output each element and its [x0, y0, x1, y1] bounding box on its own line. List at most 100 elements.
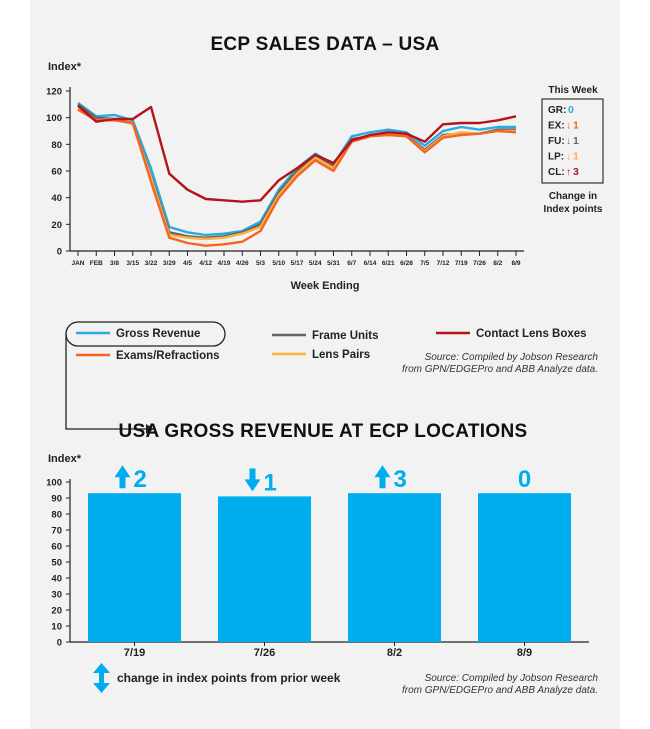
line-x-tick-label: 3/29	[163, 260, 176, 267]
line-x-tick-label: FEB	[90, 260, 103, 267]
bar-category-label: 7/19	[124, 647, 145, 659]
line-x-tick-label: 7/5	[420, 260, 429, 267]
line-x-tick-label: 5/17	[291, 260, 304, 267]
side-box-frame	[541, 98, 604, 184]
bar-y-tick-label: 100	[46, 478, 62, 489]
line-x-tick-label: 4/26	[236, 260, 249, 267]
bar-chart-note: change in index points from prior week	[117, 671, 341, 685]
legend-label: Exams/Refractions	[116, 350, 220, 362]
bar-y-tick-label: 20	[51, 606, 62, 617]
series-line-exams-refractions	[77, 108, 517, 247]
legend-label: Frame Units	[312, 330, 378, 342]
line-y-tick-label: 0	[57, 247, 62, 258]
bar-category-label: 8/9	[517, 647, 532, 659]
bar-y-tick-label: 0	[57, 638, 62, 649]
bar-y-tick-label: 40	[51, 574, 62, 585]
line-chart-ylabel: Index*	[48, 61, 82, 73]
line-x-tick-label: 3/8	[110, 260, 119, 267]
line-chart-source-2: from GPN/EDGEPro and ABB Analyze data.	[402, 364, 598, 375]
line-chart-legend: Gross Revenue Frame Units Lens Pairs Exams/…	[76, 328, 587, 362]
line-chart-title: ECP SALES DATA – USA	[210, 34, 439, 55]
line-chart-axes: 0 20 40 60 80 100 120 JAN FEB 3/8 3/15 3/22 3/29 4/5 4…	[46, 87, 524, 267]
bar-y-tick-label: 80	[51, 510, 62, 521]
side-box-arrow: ↓	[566, 152, 571, 163]
line-x-tick-label: JAN	[71, 260, 84, 267]
side-box-heading: This Week	[548, 85, 598, 96]
bar-change-label: 0	[518, 466, 531, 493]
side-box-code: LP:	[548, 152, 564, 163]
line-x-tick-label: 4/19	[218, 260, 231, 267]
side-box-value: 1	[573, 135, 579, 147]
bar-chart-bars: 7/19 2 7/26 1 8/2 3 8/9 0	[88, 465, 571, 659]
bar-y-tick-label: 50	[51, 558, 62, 569]
bar-y-tick-label: 60	[51, 542, 62, 553]
side-box-footer-1: Change in	[549, 191, 597, 202]
side-box-code: GR:	[548, 105, 566, 116]
line-x-tick-label: 7/12	[437, 260, 450, 267]
line-x-tick-label: 4/12	[199, 260, 212, 267]
line-x-tick-label: 3/15	[126, 260, 139, 267]
line-chart-xlabel: Week Ending	[291, 280, 360, 292]
bar-chart-ylabel: Index*	[48, 453, 82, 465]
side-box-value: 1	[573, 120, 579, 132]
series-line-contact-lens-boxes	[77, 104, 517, 203]
side-box-value: 1	[573, 151, 579, 163]
line-x-tick-label: 5/24	[309, 260, 322, 267]
bar-chart-title: USA GROSS REVENUE AT ECP LOCATIONS	[119, 421, 528, 442]
line-x-tick-label: 8/9	[511, 260, 520, 267]
bar-y-tick-label: 30	[51, 590, 62, 601]
bar-change-label: 2	[134, 466, 147, 493]
bar-chart-source-2: from GPN/EDGEPro and ABB Analyze data.	[402, 685, 598, 696]
line-x-tick-label: 6/7	[347, 260, 356, 267]
side-box-footer-2: Index points	[544, 204, 603, 215]
line-y-tick-label: 80	[51, 140, 62, 151]
line-x-tick-label: 6/28	[400, 260, 413, 267]
side-box-value: 3	[573, 166, 579, 178]
line-y-tick-label: 100	[46, 113, 62, 124]
bar-category-label: 7/26	[254, 647, 275, 659]
bar-change-label: 3	[394, 466, 407, 493]
up-arrow-icon	[374, 465, 391, 489]
line-x-tick-label: 5/3	[256, 260, 265, 267]
line-x-tick-label: 5/10	[272, 260, 285, 267]
line-x-tick-label: 7/19	[455, 260, 468, 267]
bar-y-tick-label: 10	[51, 622, 62, 633]
side-box-code: CL:	[548, 167, 565, 178]
line-x-tick-label: 7/26	[473, 260, 486, 267]
line-y-tick-label: 40	[51, 193, 62, 204]
side-box-code: EX:	[548, 121, 565, 132]
line-y-tick-label: 20	[51, 220, 62, 231]
up-arrow-icon	[114, 465, 131, 489]
side-box-arrow: ↑	[566, 167, 571, 178]
side-box-rows: GR: 0EX: ↓ 1FU: ↓ 1LP: ↓ 1CL: ↑ 3	[548, 104, 579, 178]
bar	[478, 493, 571, 642]
line-chart-series	[77, 102, 517, 247]
legend-label: Contact Lens Boxes	[476, 328, 587, 340]
line-y-tick-label: 120	[46, 87, 62, 98]
side-box-code: FU:	[548, 136, 565, 147]
line-x-tick-label: 6/21	[382, 260, 395, 267]
bar-chart-source-1: Source: Compiled by Jobson Research	[425, 673, 599, 684]
line-chart-source-1: Source: Compiled by Jobson Research	[425, 352, 599, 363]
legend-label: Gross Revenue	[116, 328, 200, 340]
down-arrow-icon	[244, 468, 261, 492]
side-box-arrow: ↓	[566, 136, 571, 147]
connector-arrowhead	[146, 424, 154, 434]
line-x-tick-label: 8/2	[493, 260, 502, 267]
line-x-tick-label: 6/14	[364, 260, 377, 267]
bar	[348, 493, 441, 642]
bar-category-label: 8/2	[387, 647, 402, 659]
line-y-tick-label: 60	[51, 167, 62, 178]
bar	[218, 496, 311, 642]
bar-y-tick-label: 70	[51, 526, 62, 537]
side-box-arrow: ↓	[566, 121, 571, 132]
bar-y-tick-label: 90	[51, 494, 62, 505]
double-arrow-icon	[93, 663, 110, 693]
side-box-value: 0	[568, 104, 574, 116]
legend-label: Lens Pairs	[312, 349, 370, 361]
bar	[88, 493, 181, 642]
series-line-lens-pairs	[77, 107, 516, 241]
line-x-tick-label: 3/22	[145, 260, 158, 267]
line-x-tick-label: 4/5	[183, 260, 192, 267]
